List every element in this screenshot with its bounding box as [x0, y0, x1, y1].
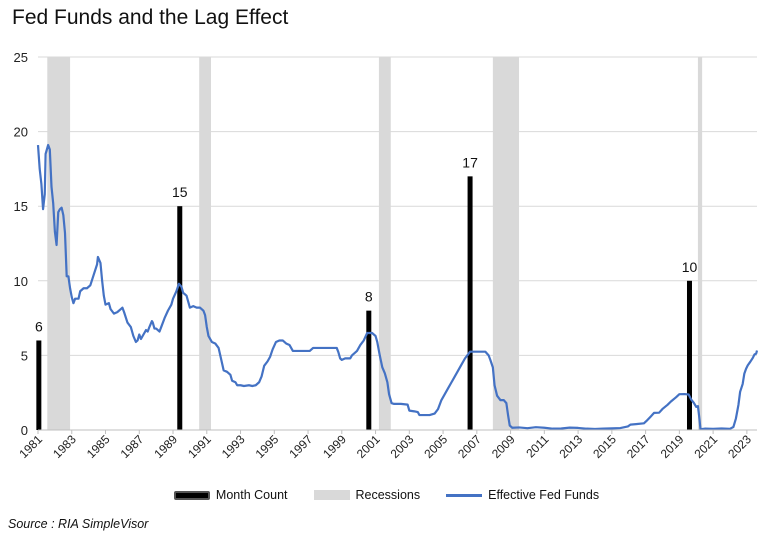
- bar-labels: 6 15 8 17 10: [35, 154, 698, 334]
- bar-value-label: 8: [365, 289, 373, 305]
- x-tick-label: 1989: [151, 432, 180, 461]
- recession-band: [378, 57, 391, 430]
- fed-funds-line: [36, 143, 759, 431]
- x-tick-label: 2009: [489, 432, 518, 461]
- month-count-bar: [467, 176, 473, 430]
- bar-value-label: 17: [462, 154, 478, 170]
- legend-item-fed-funds: Effective Fed Funds: [446, 488, 599, 502]
- bar-value-label: 6: [35, 318, 43, 334]
- legend-item-recessions: Recessions: [313, 488, 421, 502]
- chart-title: Fed Funds and the Lag Effect: [12, 6, 289, 29]
- recession-band: [697, 57, 703, 430]
- gridlines: [38, 56, 757, 356]
- legend-swatch-month-count: [173, 490, 210, 500]
- recession-bands: [47, 57, 703, 430]
- x-tick-label: 2017: [624, 432, 653, 461]
- x-tick-label: 1993: [219, 432, 248, 461]
- bar-value-label: 10: [682, 259, 698, 275]
- fed-funds-line-group: [36, 143, 759, 431]
- x-tick-label: 2013: [556, 432, 585, 461]
- legend-label-recessions: Recessions: [355, 488, 421, 502]
- x-tick-label: 2023: [725, 432, 754, 461]
- legend-swatch-fed-funds: [446, 493, 483, 497]
- bar-value-label: 15: [172, 184, 188, 200]
- x-tick-label: 2011: [523, 432, 551, 460]
- x-tick-label: 2005: [421, 432, 450, 461]
- month-count-bar: [177, 206, 183, 430]
- x-tick-label: 1999: [320, 432, 349, 461]
- x-tick-label: 2001: [354, 432, 383, 461]
- x-tick-label: 1985: [84, 432, 113, 461]
- legend-swatch-recessions: [313, 490, 350, 500]
- x-tick-label: 1991: [185, 432, 214, 461]
- x-tick-label: 2019: [658, 432, 687, 461]
- y-tick-label: 25: [14, 50, 28, 65]
- legend-label-month-count: Month Count: [215, 488, 288, 502]
- recession-band: [199, 57, 211, 430]
- month-count-bar: [36, 340, 42, 430]
- month-count-bar: [686, 280, 692, 430]
- legend: Month Count Recessions Effective Fed Fun…: [0, 488, 773, 502]
- legend-item-month-count: Month Count: [173, 488, 288, 502]
- y-tick-label: 15: [14, 199, 28, 214]
- y-tick-label: 10: [14, 274, 28, 289]
- x-tick-label: 2003: [388, 432, 417, 461]
- month-count-bar: [366, 310, 372, 430]
- x-tick-label: 1997: [286, 432, 315, 461]
- x-tick-label: 2021: [691, 432, 720, 461]
- y-tick-label: 5: [21, 348, 28, 363]
- x-tick-label: 1995: [253, 432, 282, 461]
- y-tick-label: 0: [21, 423, 28, 438]
- y-tick-label: 20: [14, 125, 28, 140]
- x-tick-label: 1983: [50, 432, 79, 461]
- source-note: Source : RIA SimpleVisor: [8, 517, 149, 531]
- x-tick-label: 1987: [118, 432, 147, 461]
- x-tick-label: 2007: [455, 432, 484, 461]
- month-count-bars: [36, 176, 692, 430]
- legend-label-fed-funds: Effective Fed Funds: [488, 488, 600, 502]
- recession-band: [492, 57, 520, 430]
- x-tick-label: 2015: [590, 432, 619, 461]
- recession-band: [47, 57, 71, 430]
